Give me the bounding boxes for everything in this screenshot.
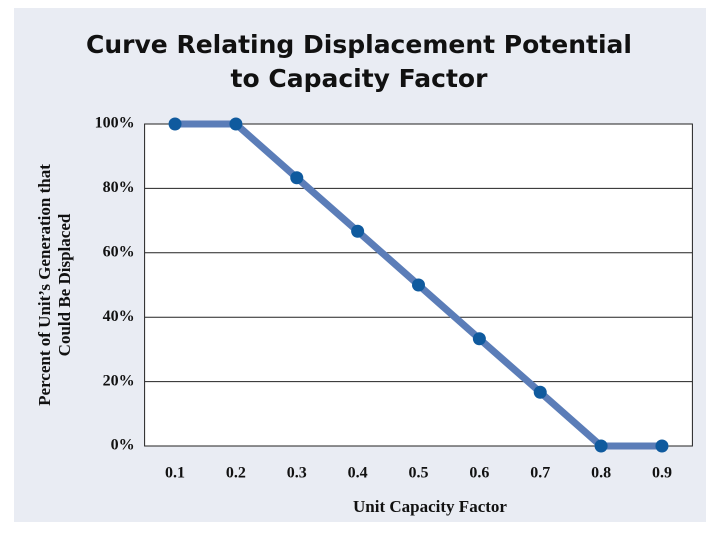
marker — [594, 439, 608, 453]
marker — [412, 278, 425, 292]
y-axis-label: Percent of Unit’s Generation that — [35, 164, 54, 406]
chart-title: to Capacity Factor — [231, 64, 489, 93]
y-tick-label: 80% — [103, 179, 135, 196]
x-tick-label: 0.1 — [165, 465, 185, 482]
y-tick-label: 40% — [103, 308, 135, 325]
chart-title: Curve Relating Displacement Potential — [86, 30, 632, 59]
y-axis-label: Could Be Displaced — [55, 213, 74, 356]
x-tick-label: 0.3 — [287, 465, 307, 482]
x-tick-label: 0.6 — [469, 465, 489, 482]
y-tick-label: 0% — [111, 437, 135, 454]
marker — [290, 171, 304, 185]
x-tick-label: 0.4 — [348, 465, 368, 482]
marker — [533, 385, 547, 399]
x-tick-label: 0.2 — [226, 465, 246, 482]
marker — [351, 224, 365, 238]
x-tick-label: 0.8 — [591, 465, 611, 482]
y-tick-label: 60% — [103, 243, 135, 260]
y-tick-label: 100% — [95, 115, 135, 132]
x-tick-label: 0.5 — [409, 465, 429, 482]
plot-frame — [144, 123, 693, 447]
x-tick-label: 0.7 — [530, 465, 550, 482]
marker — [655, 439, 669, 453]
x-tick-label: 0.9 — [652, 465, 672, 482]
marker — [472, 332, 486, 346]
x-axis-label: Unit Capacity Factor — [353, 497, 507, 516]
marker — [168, 117, 182, 131]
y-tick-label: 20% — [103, 372, 135, 389]
marker — [229, 117, 243, 131]
